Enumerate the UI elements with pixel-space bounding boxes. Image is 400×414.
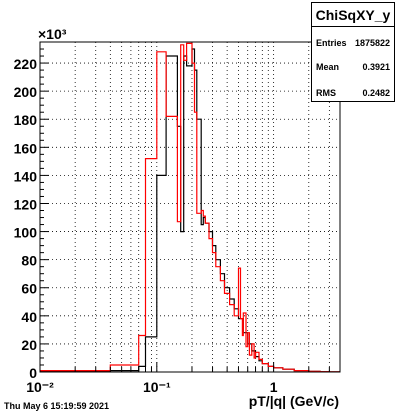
grid-lines [40,42,340,372]
timestamp: Thu May 6 15:19:59 2021 [4,401,110,411]
y-tick-label: 20 [21,337,37,353]
stats-label: RMS [316,88,336,98]
y-tick-label: 180 [14,112,38,128]
stats-title: ChiSqXY_y [312,3,394,27]
y-axis-multiplier: ×10³ [38,26,67,42]
x-tick-label: 1 [270,379,278,395]
stats-box: ChiSqXY_y Entries 1875822 Mean 0.3921 RM… [311,2,395,102]
stats-label: Mean [316,62,340,72]
x-tick-label: 10⁻¹ [143,379,171,395]
stats-value: 0.2482 [362,88,390,98]
y-tick-label: 40 [21,309,37,325]
y-tick-label: 80 [21,253,37,269]
y-tick-label: 220 [14,56,38,72]
stats-value: 1875822 [354,38,390,48]
y-tick-label: 140 [14,168,38,184]
y-tick-label: 200 [14,84,38,100]
tick-labels: 0 20 40 60 80 100 120 140 160 180 200 220 10⁻² 10⁻¹ 1 [14,56,278,395]
axis-ticks [39,41,330,373]
x-axis-label: pT/|q| (GeV/c) [249,393,339,409]
y-tick-label: 160 [14,140,38,156]
y-tick-label: 100 [14,225,38,241]
histogram-series [40,48,340,373]
data-series [40,42,340,373]
x-tick-label: 10⁻² [26,379,54,395]
histogram-series [40,42,340,373]
stats-label: Entries [316,38,347,48]
plot-frame [39,41,341,373]
y-tick-label: 0 [29,365,37,381]
y-tick-label: 60 [21,281,37,297]
y-tick-label: 120 [14,196,38,212]
stats-value: 0.3921 [362,62,390,72]
